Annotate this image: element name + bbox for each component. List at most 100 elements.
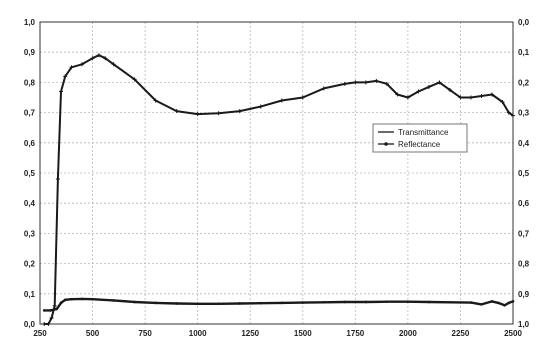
reflectance-point [217,302,220,306]
x-tick-label: 750 [138,329,152,338]
reflectance-point [364,300,368,304]
x-tick-label: 500 [86,329,100,338]
reflectance-point [427,300,431,304]
reflectance-point [480,303,483,306]
transmittance-point [458,95,463,100]
transmittance-point [395,92,400,97]
series-layer [42,53,515,326]
transmittance-point [59,89,64,94]
transmittance-point [153,98,158,103]
y-left-tick-label: 0,3 [24,229,36,238]
y-right-tick-label: 0,0 [518,18,530,27]
transmittance-point [468,95,473,100]
y-left-tick-label: 0,7 [24,109,36,118]
transmittance-point [111,62,116,67]
reflectance-point [490,300,494,303]
transmittance-point [49,315,54,320]
y-axis-left-ticks: 0,0 0,1 0,2 0,3 0,4 0,5 0,6 0,7 0,8 0,9 1,0 [24,18,36,329]
legend-reflectance-marker [384,142,388,146]
reflectance-point [448,300,452,304]
transmittance-point [279,98,284,103]
y-right-tick-label: 0,7 [518,229,530,238]
y-left-tick-label: 0,4 [24,199,36,208]
reflectance-point [154,301,157,305]
y-right-tick-label: 0,4 [518,139,530,148]
reflectance-line [44,297,514,312]
reflectance-point [507,301,511,305]
transmittance-point [258,104,263,109]
reflectance-point [238,302,242,305]
transmittance-point [42,322,47,326]
reflectance-point [322,300,326,304]
reflectance-point [49,309,52,312]
transmittance-point [479,93,484,98]
transmittance-point [52,303,57,308]
y-right-tick-label: 0,9 [518,290,530,299]
reflectance-point [259,301,263,305]
transmittance-point [103,56,108,61]
transmittance-point [511,113,515,118]
transmittance-point [363,80,368,85]
transmittance-point [384,81,389,86]
reflectance-point [503,303,506,307]
reflectance-point [80,297,84,301]
legend-transmittance-label: Transmittance [398,128,449,137]
reflectance-point [301,301,305,304]
transmittance-point [216,111,221,116]
x-tick-label: 1000 [189,329,207,338]
transmittance-point [405,95,410,100]
transmittance-point [195,112,200,117]
reflectance-point [70,297,73,301]
reflectance-point [406,300,410,303]
x-axis-ticks: 250 500 750 1000 1250 1500 1750 2000 2250 2500 [33,329,522,338]
transmittance-point [342,81,347,86]
x-tick-label: 2250 [452,329,470,338]
reflectance-point [55,307,59,311]
transmittance-point [426,84,431,89]
plot-frame [39,21,514,325]
legend: Transmittance Reflectance [372,123,468,153]
x-tick-label: 1500 [294,329,312,338]
y-left-tick-label: 0,5 [24,169,36,178]
y-right-tick-label: 0,3 [518,109,530,118]
transmittance-point [90,56,95,61]
transmittance-point [489,92,494,97]
transmittance-point [55,177,60,182]
reflectance-point [280,301,284,305]
transmittance-point [174,109,179,114]
transmittance-point [321,86,326,91]
x-tick-label: 1250 [241,329,259,338]
reflectance-point [63,298,67,302]
y-right-tick-label: 0,6 [518,199,530,208]
y-axis-right-ticks: 1,0 0,9 0,8 0,7 0,6 0,5 0,4 0,3 0,2 0,1 0,0 [518,18,530,329]
x-tick-label: 250 [33,329,47,338]
reflectance-point [42,309,46,312]
y-left-tick-label: 0,0 [24,320,36,329]
transmittance-point [353,80,358,85]
x-tick-label: 2500 [504,329,522,338]
transmittance-point [500,100,505,105]
reflectance-point [469,301,473,304]
y-left-tick-label: 0,1 [24,290,36,299]
transmittance-point [80,62,85,67]
transmittance-point [63,74,68,79]
y-right-tick-label: 0,5 [518,169,530,178]
reflectance-point [59,301,63,305]
x-tick-label: 2000 [399,329,417,338]
transmittance-point [447,87,452,92]
reflectance-point [133,300,136,304]
transmittance-point [437,80,442,85]
transmittance-point [416,89,421,94]
transmittance-point [132,77,137,82]
x-tick-label: 1750 [346,329,364,338]
reflectance-point [511,300,515,303]
y-right-tick-label: 0,1 [518,48,530,57]
y-left-tick-label: 0,9 [24,48,36,57]
transmittance-point [506,110,511,115]
reflectance-point [112,299,115,302]
legend-box [372,123,468,153]
grid [40,22,513,324]
y-left-tick-label: 0,2 [24,260,36,269]
transmittance-point [237,109,242,114]
